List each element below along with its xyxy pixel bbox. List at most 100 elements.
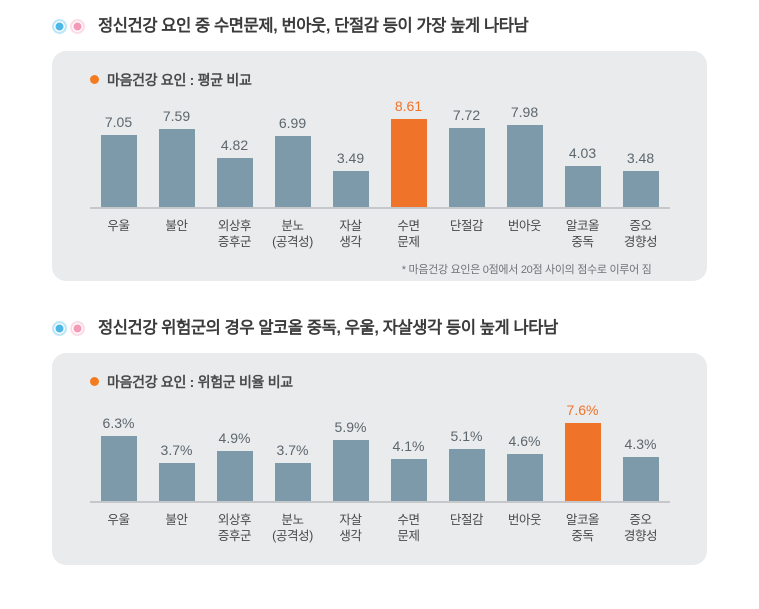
circle-pink-icon	[70, 18, 85, 34]
x-axis-label: 알코올 중독	[565, 218, 600, 250]
bar-value-label: 4.82	[220, 136, 249, 153]
bar-value-label: 3.7%	[160, 441, 193, 458]
x-axis-label: 자살 생각	[339, 512, 362, 544]
x-axis-label: 단절감	[449, 512, 484, 527]
bar-value-label: 4.03	[568, 144, 597, 161]
bar-column: 6.99	[264, 97, 322, 207]
bar	[274, 462, 311, 501]
circle-blue-icon	[52, 320, 67, 336]
bar-column: 7.98	[496, 97, 554, 207]
bullet-dots-1	[52, 18, 85, 34]
bar	[390, 458, 427, 501]
bar-column: 5.1%	[438, 403, 496, 501]
bar-column: 3.48	[612, 97, 670, 207]
bar-value-label: 3.49	[336, 149, 365, 166]
x-axis-label: 불안	[165, 512, 188, 527]
bar-column: 7.05	[90, 97, 148, 207]
section-mental-health-average: 정신건강 요인 중 수면문제, 번아웃, 단절감 등이 가장 높게 나타남 마음…	[0, 18, 759, 281]
bar-column: 7.59	[148, 97, 206, 207]
bar-value-label: 5.1%	[450, 427, 483, 444]
bullet-orange-icon	[90, 75, 99, 84]
bar	[448, 127, 485, 207]
plot-area-1: 7.05 7.59 4.82 6.99 3.49 8.61 7.72 7.98 4.03 3.48	[89, 97, 670, 209]
circle-pink-icon	[70, 320, 85, 336]
x-axis-label: 증오 경향성	[623, 218, 658, 250]
bar-chart-average: 7.05 7.59 4.82 6.99 3.49 8.61 7.72 7.98 4.03 3.48…	[89, 87, 670, 276]
bar-value-label: 3.48	[626, 149, 655, 166]
bar-column: 6.3%	[90, 403, 148, 501]
x-axis-label: 외상후 증후군	[217, 512, 252, 544]
chart-subtitle-row-1: 마음건강 요인 : 평균 비교	[52, 51, 707, 87]
section-risk-group-ratio: 정신건강 위험군의 경우 알코올 중독, 우울, 자살생각 등이 높게 나타남 …	[0, 320, 759, 565]
bar	[216, 450, 253, 501]
bar-value-label: 7.72	[452, 106, 481, 123]
bar	[390, 118, 427, 207]
bar-column: 4.3%	[612, 403, 670, 501]
bar	[158, 128, 195, 207]
bar	[216, 157, 253, 207]
bar	[564, 422, 601, 501]
chart-card-1: 마음건강 요인 : 평균 비교 7.05 7.59 4.82 6.99 3.49 8.61…	[52, 50, 707, 281]
bar	[274, 135, 311, 207]
plot-area-2: 6.3% 3.7% 4.9% 3.7% 5.9% 4.1% 5.1% 4.6% 7.6% 4.3%	[89, 403, 670, 503]
bar-column: 3.7%	[264, 403, 322, 501]
bar-column: 4.82	[206, 97, 264, 207]
bar-column: 7.72	[438, 97, 496, 207]
bar-column: 7.6%	[554, 403, 612, 501]
x-axis-label: 번아웃	[507, 512, 542, 527]
bar-column: 3.49	[322, 97, 380, 207]
bar	[622, 456, 659, 501]
bar-value-label: 6.3%	[102, 414, 135, 431]
bar	[332, 439, 369, 501]
x-axis-label: 증오 경향성	[623, 512, 658, 544]
bar	[564, 165, 601, 207]
x-axis-label: 우울	[107, 512, 130, 527]
bullet-orange-icon	[90, 377, 99, 386]
bar-column: 4.03	[554, 97, 612, 207]
x-axis-label: 번아웃	[507, 218, 542, 233]
bar-value-label: 8.61	[394, 97, 423, 114]
bar-value-label: 6.99	[278, 114, 307, 131]
bar	[622, 170, 659, 207]
x-axis-label: 우울	[107, 218, 130, 233]
x-axis-label: 외상후 증후군	[217, 218, 252, 250]
bar-chart-risk-ratio: 6.3% 3.7% 4.9% 3.7% 5.9% 4.1% 5.1% 4.6% 7.6% 4.3%…	[89, 389, 670, 545]
bar-value-label: 7.98	[510, 103, 539, 120]
x-axis-label: 분노 (공격성)	[272, 218, 313, 250]
bar	[158, 462, 195, 501]
x-axis-label: 알코올 중독	[565, 512, 600, 544]
x-axis-labels-2: 우울 불안 외상후 증후군 분노 (공격성) 자살 생각 수면 문제 단절감 번아웃 알코올 중…	[90, 512, 670, 545]
bar-column: 4.6%	[496, 403, 554, 501]
bar-value-label: 7.6%	[566, 401, 599, 418]
chart-subtitle-2: 마음건강 요인 : 위험군 비율 비교	[107, 373, 293, 390]
bar-column: 3.7%	[148, 403, 206, 501]
bar-column: 4.9%	[206, 403, 264, 501]
chart-card-2: 마음건강 요인 : 위험군 비율 비교 6.3% 3.7% 4.9% 3.7% 5.9%…	[52, 352, 707, 565]
bar-value-label: 4.1%	[392, 437, 425, 454]
section-title-2: 정신건강 위험군의 경우 알코올 중독, 우울, 자살생각 등이 높게 나타남	[98, 319, 558, 337]
chart-note-1: * 마음건강 요인은 0점에서 20점 사이의 점수로 이루어 짐	[401, 263, 652, 276]
bar	[100, 134, 137, 207]
bar	[506, 453, 543, 501]
x-axis-label: 불안	[165, 218, 188, 233]
bar	[448, 448, 485, 501]
section-header-2: 정신건강 위험군의 경우 알코올 중독, 우울, 자살생각 등이 높게 나타남	[0, 320, 759, 337]
bar-column: 4.1%	[380, 403, 438, 501]
bar-column: 5.9%	[322, 403, 380, 501]
bar-value-label: 5.9%	[334, 418, 367, 435]
section-title-1: 정신건강 요인 중 수면문제, 번아웃, 단절감 등이 가장 높게 나타남	[98, 17, 529, 35]
section-header-1: 정신건강 요인 중 수면문제, 번아웃, 단절감 등이 가장 높게 나타남	[0, 18, 759, 35]
bar-value-label: 7.59	[162, 107, 191, 124]
x-axis-labels-1: 우울 불안 외상후 증후군 분노 (공격성) 자살 생각 수면 문제 단절감 번아웃 알코올 중…	[90, 218, 670, 251]
chart-subtitle-row-2: 마음건강 요인 : 위험군 비율 비교	[52, 353, 707, 389]
bar	[332, 170, 369, 207]
bar-value-label: 4.3%	[624, 435, 657, 452]
bar-value-label: 7.05	[104, 113, 133, 130]
chart-subtitle-1: 마음건강 요인 : 평균 비교	[107, 71, 252, 88]
bar	[506, 124, 543, 207]
x-axis-label: 수면 문제	[397, 512, 420, 544]
bar-value-label: 3.7%	[276, 441, 309, 458]
bar-value-label: 4.6%	[508, 432, 541, 449]
x-axis-label: 분노 (공격성)	[272, 512, 313, 544]
